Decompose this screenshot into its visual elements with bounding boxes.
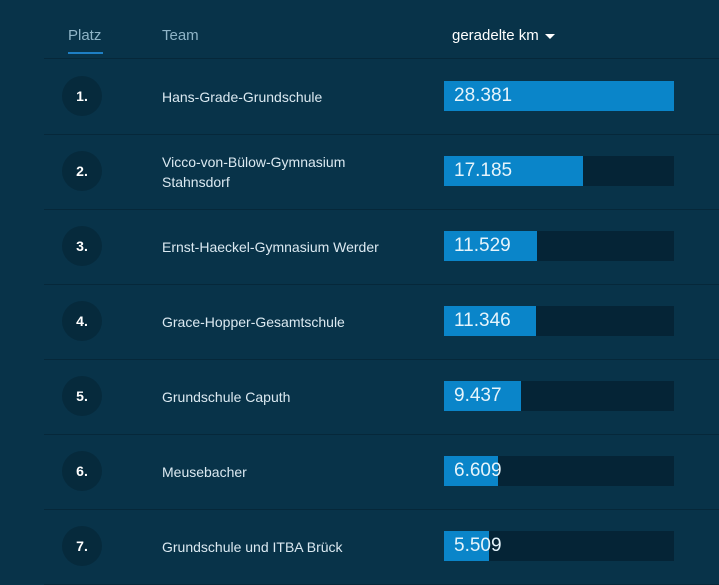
- team-name: Vicco-von-Bülow-Gymnasium Stahnsdorf: [162, 134, 402, 209]
- column-header-km[interactable]: geradelte km: [452, 27, 555, 44]
- rank-badge: 7.: [62, 526, 102, 566]
- team-name: Grundschule Caputh: [162, 359, 402, 434]
- rank-badge: 5.: [62, 376, 102, 416]
- rank-badge: 1.: [62, 76, 102, 116]
- rank-badge: 2.: [62, 151, 102, 191]
- column-header-rank[interactable]: Platz: [68, 27, 102, 44]
- team-name-text: Grundschule Caputh: [162, 388, 291, 405]
- km-bar: [444, 456, 498, 486]
- km-bar-track: 11.529: [444, 231, 674, 261]
- team-name: Hans-Grade-Grundschule: [162, 59, 402, 134]
- team-name: Ernst-Haeckel-Gymnasium Werder: [162, 209, 402, 284]
- table-header: Platz Team geradelte km: [44, 0, 719, 59]
- team-name: Grace-Hopper-Gesamtschule: [162, 284, 402, 359]
- km-bar-track: 6.609: [444, 456, 674, 486]
- km-value: 5.509: [454, 535, 502, 556]
- table-row[interactable]: 6. Meusebacher 6.609: [44, 434, 719, 510]
- team-name-text: Ernst-Haeckel-Gymnasium Werder: [162, 238, 379, 255]
- table-row[interactable]: 3. Ernst-Haeckel-Gymnasium Werder 11.529: [44, 209, 719, 285]
- table-row[interactable]: 4. Grace-Hopper-Gesamtschule 11.346: [44, 284, 719, 360]
- km-value: 11.346: [454, 310, 511, 331]
- table-row[interactable]: 2. Vicco-von-Bülow-Gymnasium Stahnsdorf 17…: [44, 134, 719, 210]
- km-bar-track: 5.509: [444, 531, 674, 561]
- km-value: 6.609: [454, 460, 502, 481]
- caret-down-icon[interactable]: [544, 33, 555, 39]
- team-name-text: Meusebacher: [162, 463, 247, 480]
- km-bar: [444, 231, 538, 261]
- km-bar: [444, 531, 489, 561]
- km-bar: [444, 306, 536, 336]
- active-column-underline: [68, 52, 103, 54]
- km-value: 9.437: [454, 385, 502, 406]
- team-name-text: Hans-Grade-Grundschule: [162, 88, 323, 105]
- team-name-text: Grundschule und ITBA Brück: [162, 538, 343, 555]
- table-row[interactable]: 1. Hans-Grade-Grundschule 28.381: [44, 59, 719, 135]
- km-value: 28.381: [454, 85, 513, 106]
- team-name-text: Vicco-von-Bülow-Gymnasium Stahnsdorf: [162, 153, 346, 190]
- km-bar-track: 9.437: [444, 381, 674, 411]
- km-value: 17.185: [454, 160, 513, 181]
- team-name: Grundschule und ITBA Brück: [162, 509, 402, 584]
- km-bar: [444, 156, 584, 186]
- team-name-text: Grace-Hopper-Gesamtschule: [162, 313, 345, 330]
- rank-badge: 3.: [62, 226, 102, 266]
- table-row[interactable]: 7. Grundschule und ITBA Brück 5.509: [44, 509, 719, 585]
- km-bar: [444, 381, 521, 411]
- km-bar-track: 17.185: [444, 156, 674, 186]
- team-name: Meusebacher: [162, 434, 402, 509]
- table-row[interactable]: 5. Grundschule Caputh 9.437: [44, 359, 719, 435]
- column-header-km-label: geradelte km: [452, 27, 539, 44]
- rank-badge: 6.: [62, 451, 102, 491]
- km-bar-track: 11.346: [444, 306, 674, 336]
- km-bar-track: 28.381: [444, 81, 674, 111]
- km-value: 11.529: [454, 235, 511, 256]
- rank-badge: 4.: [62, 301, 102, 341]
- column-header-team[interactable]: Team: [162, 27, 199, 44]
- km-bar: [444, 81, 674, 111]
